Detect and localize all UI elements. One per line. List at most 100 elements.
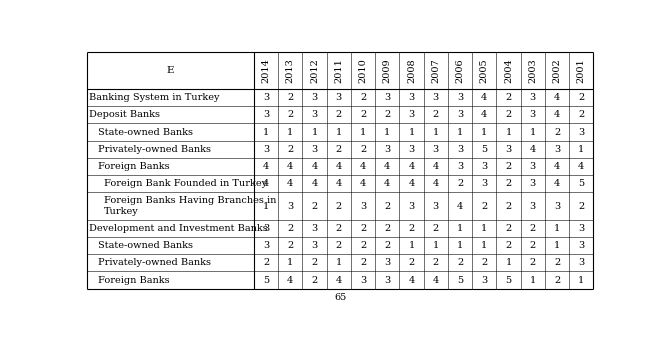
- Text: 4: 4: [360, 162, 366, 171]
- Text: 4: 4: [408, 276, 415, 285]
- Text: Foreign Bank Founded in Turkey: Foreign Bank Founded in Turkey: [104, 179, 267, 188]
- Text: 3: 3: [408, 145, 415, 154]
- Text: 2: 2: [287, 93, 293, 102]
- Text: Development and Investment Banks: Development and Investment Banks: [89, 224, 268, 233]
- Text: 4: 4: [408, 162, 415, 171]
- Text: 2: 2: [530, 241, 536, 250]
- Text: Foreign Banks Having Branches in
Turkey: Foreign Banks Having Branches in Turkey: [104, 196, 276, 216]
- Text: 2: 2: [505, 241, 512, 250]
- Text: 2: 2: [481, 201, 487, 211]
- Text: 1: 1: [311, 128, 317, 136]
- Text: 1: 1: [433, 241, 439, 250]
- Text: 3: 3: [311, 241, 317, 250]
- Text: 1: 1: [481, 224, 487, 233]
- Text: 2: 2: [336, 224, 342, 233]
- Text: 2: 2: [311, 276, 317, 285]
- Text: 5: 5: [457, 276, 463, 285]
- Text: 2: 2: [384, 201, 390, 211]
- Text: 65: 65: [334, 293, 347, 302]
- Text: 3: 3: [263, 224, 269, 233]
- Text: 3: 3: [578, 259, 584, 267]
- Text: 3: 3: [457, 145, 463, 154]
- Text: 2: 2: [263, 259, 269, 267]
- Text: 2007: 2007: [432, 58, 440, 83]
- Text: 3: 3: [457, 110, 463, 119]
- Text: 3: 3: [554, 201, 560, 211]
- Text: 1: 1: [481, 241, 487, 250]
- Text: 1: 1: [530, 276, 536, 285]
- Text: 4: 4: [263, 179, 269, 188]
- Text: 3: 3: [263, 110, 269, 119]
- Text: 1: 1: [336, 128, 342, 136]
- Text: State-owned Banks: State-owned Banks: [98, 128, 193, 136]
- Text: 3: 3: [530, 93, 536, 102]
- Text: 2004: 2004: [504, 58, 513, 83]
- Text: 3: 3: [287, 201, 293, 211]
- Text: 4: 4: [336, 179, 342, 188]
- Text: Banking System in Turkey: Banking System in Turkey: [89, 93, 219, 102]
- Text: 2006: 2006: [456, 58, 465, 83]
- Text: 4: 4: [263, 162, 269, 171]
- Text: 4: 4: [287, 162, 293, 171]
- Text: 2: 2: [336, 241, 342, 250]
- Text: 2: 2: [457, 179, 463, 188]
- Text: 2: 2: [336, 110, 342, 119]
- Text: 4: 4: [530, 145, 536, 154]
- Text: 1: 1: [457, 224, 463, 233]
- Text: 1: 1: [360, 128, 366, 136]
- Text: 3: 3: [433, 145, 439, 154]
- Text: 2: 2: [433, 224, 439, 233]
- Text: Foreign Banks: Foreign Banks: [98, 162, 169, 171]
- Text: 2: 2: [505, 93, 512, 102]
- Text: 1: 1: [408, 128, 415, 136]
- Text: 3: 3: [263, 145, 269, 154]
- Text: 2009: 2009: [383, 58, 392, 83]
- Text: 4: 4: [408, 179, 415, 188]
- Text: Privately-owned Banks: Privately-owned Banks: [98, 259, 210, 267]
- Text: 4: 4: [578, 162, 584, 171]
- Text: 1: 1: [505, 128, 512, 136]
- Text: 3: 3: [530, 179, 536, 188]
- Text: 4: 4: [554, 179, 560, 188]
- Text: 2001: 2001: [577, 58, 586, 83]
- Text: 2: 2: [433, 110, 439, 119]
- Text: 3: 3: [384, 276, 390, 285]
- Text: 2: 2: [384, 110, 390, 119]
- Text: 1: 1: [263, 128, 269, 136]
- Text: 5: 5: [263, 276, 269, 285]
- Text: 1: 1: [578, 276, 584, 285]
- Text: 2: 2: [433, 259, 439, 267]
- Text: 2: 2: [505, 110, 512, 119]
- Text: 2: 2: [554, 276, 560, 285]
- Text: 4: 4: [554, 162, 560, 171]
- Text: 1: 1: [263, 201, 269, 211]
- Text: E: E: [167, 66, 174, 75]
- Text: 2: 2: [287, 145, 293, 154]
- Text: 1: 1: [408, 241, 415, 250]
- Text: 2: 2: [505, 179, 512, 188]
- Text: 1: 1: [554, 224, 560, 233]
- Text: 2: 2: [578, 93, 584, 102]
- Text: 4: 4: [433, 179, 439, 188]
- Text: 2: 2: [384, 241, 390, 250]
- Text: 2: 2: [360, 259, 366, 267]
- Text: 3: 3: [481, 276, 487, 285]
- Text: 2: 2: [360, 145, 366, 154]
- Text: 2: 2: [578, 201, 584, 211]
- Text: 4: 4: [481, 93, 487, 102]
- Text: 3: 3: [408, 93, 415, 102]
- Text: Deposit Banks: Deposit Banks: [89, 110, 159, 119]
- Text: 3: 3: [360, 201, 366, 211]
- Text: 2: 2: [408, 224, 415, 233]
- Text: 4: 4: [336, 162, 342, 171]
- Text: 2003: 2003: [529, 58, 537, 83]
- Text: 2: 2: [384, 224, 390, 233]
- Text: 2: 2: [360, 93, 366, 102]
- Text: 4: 4: [311, 179, 317, 188]
- Text: 2: 2: [505, 201, 512, 211]
- Text: 3: 3: [311, 145, 317, 154]
- Text: 2: 2: [287, 224, 293, 233]
- Text: 4: 4: [554, 110, 560, 119]
- Text: 3: 3: [263, 93, 269, 102]
- Text: 2: 2: [408, 259, 415, 267]
